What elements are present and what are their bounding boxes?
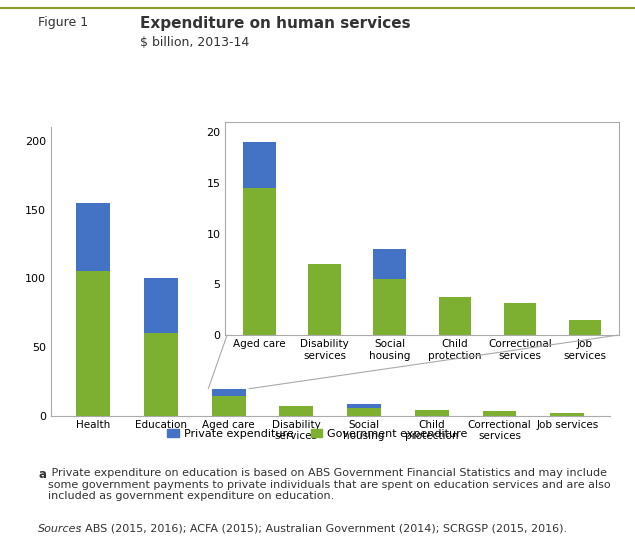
Bar <box>243 142 276 188</box>
Bar <box>144 333 178 416</box>
Bar <box>243 188 276 335</box>
Bar <box>373 279 406 335</box>
Bar <box>347 404 381 408</box>
Text: : ABS (2015, 2016); ACFA (2015); Australian Government (2014); SCRGSP (2015, 201: : ABS (2015, 2016); ACFA (2015); Austral… <box>78 524 567 534</box>
Bar <box>483 411 516 416</box>
Text: Expenditure on human services: Expenditure on human services <box>140 16 410 30</box>
Bar <box>504 302 536 335</box>
Text: Figure 1: Figure 1 <box>38 16 88 28</box>
Bar <box>211 389 246 396</box>
Text: Sources: Sources <box>38 524 83 534</box>
Legend: Private expenditure, Government expenditure: Private expenditure, Government expendit… <box>163 424 472 443</box>
Text: Private expenditure on education is based on ABS Government Financial Statistics: Private expenditure on education is base… <box>48 468 610 501</box>
Bar <box>347 408 381 416</box>
Bar <box>309 264 341 335</box>
Bar <box>76 203 110 271</box>
Bar <box>569 320 601 335</box>
Text: a: a <box>38 468 46 481</box>
Bar <box>373 249 406 279</box>
Text: $ billion, 2013-14: $ billion, 2013-14 <box>140 36 249 49</box>
Bar <box>279 406 313 416</box>
Bar <box>211 396 246 416</box>
Bar <box>551 413 584 416</box>
Bar <box>439 296 471 335</box>
Bar <box>415 411 449 416</box>
Bar <box>76 271 110 416</box>
Bar <box>144 278 178 333</box>
